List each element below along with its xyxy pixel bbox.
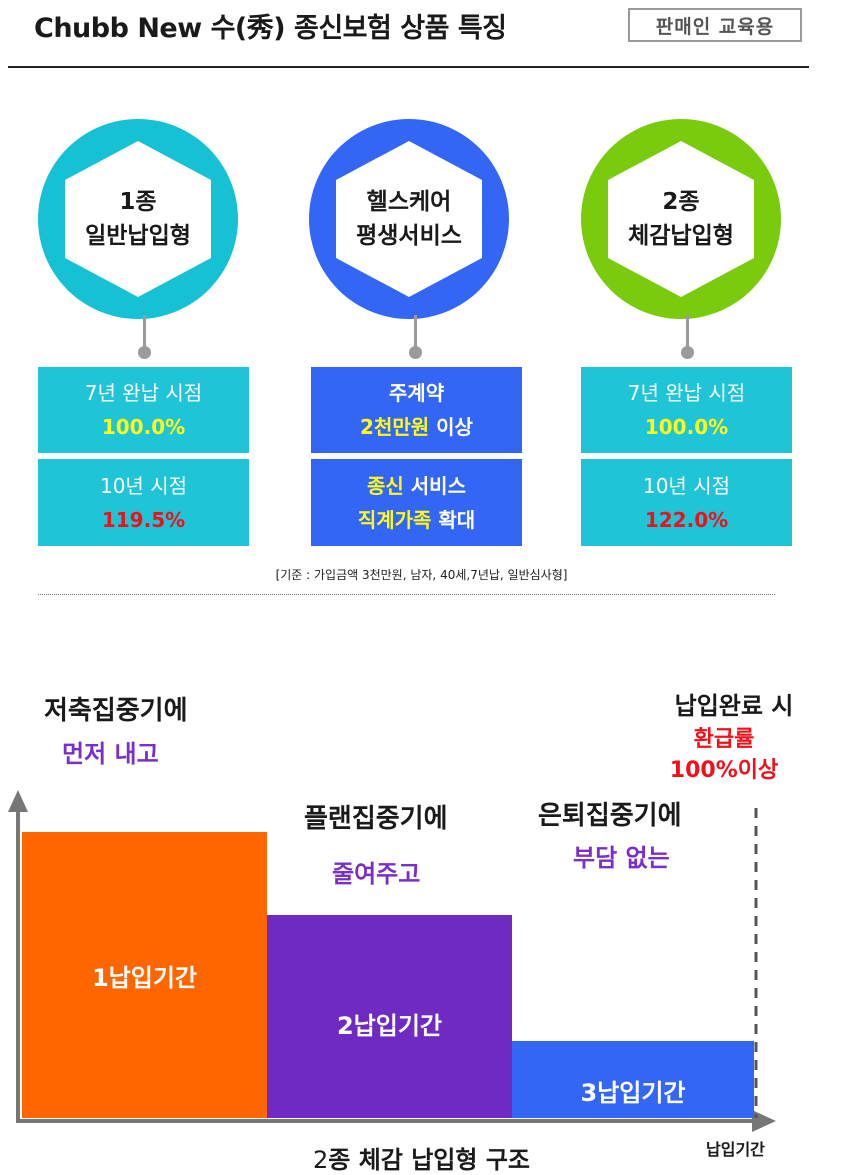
refund-rate-label: 환급률 (693, 727, 755, 752)
phase1-title: 저축집중기에 (44, 696, 188, 726)
connector-dot (681, 346, 694, 359)
box-line1-rest: 서비스 (403, 473, 466, 498)
y-axis-arrow (8, 790, 28, 812)
box-value: 2천만원 이상 (360, 410, 473, 444)
box-line2: 직계가족 확대 (358, 503, 475, 537)
caption-prefix: 2 (313, 1146, 329, 1174)
highlight-family: 직계가족 (357, 507, 432, 532)
highlight-term: 종신 (367, 473, 404, 498)
box-line2-rest: 확대 (431, 507, 476, 532)
bar-period-2: 2납입기간 (267, 915, 512, 1118)
bar-period-3: 3납입기간 (512, 1041, 754, 1118)
hex-line2: 평생서비스 (356, 223, 462, 249)
box-label: 주계약 (388, 381, 445, 405)
phase3-subtitle: 부담 없는 (573, 844, 670, 872)
hex-line1: 2종 (662, 189, 700, 215)
box-value: 100.0% (101, 415, 186, 439)
page-title: Chubb New 수(秀) 종신보험 상품 특징 (34, 13, 507, 44)
info-box-bottom: 10년 시점 122.0% (581, 459, 792, 546)
connector-stem (686, 315, 689, 352)
x-axis-label: 납입기간 (706, 1140, 765, 1159)
bar-period-1: 1납입기간 (22, 832, 267, 1118)
connector-stem (143, 315, 146, 352)
box-value-rest: 이상 (429, 415, 473, 439)
basis-note: [기준 : 가입금액 3천만원, 남자, 40세,7년납, 일반심사형] (275, 568, 568, 582)
info-box-bottom: 10년 시점 119.5% (38, 459, 249, 546)
connector-dot (409, 346, 422, 359)
bar-label: 3납입기간 (580, 1079, 686, 1107)
hex-line1: 1종 (119, 189, 157, 215)
info-box-top: 7년 완납 시점 100.0% (38, 367, 249, 453)
info-box-bottom: 종신 서비스 직계가족 확대 (311, 459, 522, 546)
box-label: 7년 완납 시점 (84, 381, 203, 405)
phase1-subtitle: 먼저 내고 (62, 740, 159, 768)
info-box-top: 주계약 2천만원 이상 (311, 367, 522, 453)
connector-stem (414, 315, 417, 352)
phase2-subtitle: 줄여주고 (332, 860, 421, 888)
box-label: 10년 시점 (642, 473, 730, 498)
box-label: 10년 시점 (99, 473, 187, 498)
section-divider (38, 594, 775, 595)
bar-label: 2납입기간 (336, 1012, 443, 1040)
hex-line1: 헬스케어 (366, 189, 452, 215)
box-line1: 종신 서비스 (367, 469, 466, 503)
refund-rate-value: 100%이상 (669, 758, 779, 783)
phase3-title: 은퇴집중기에 (538, 801, 682, 831)
box-value: 100.0% (644, 415, 729, 439)
box-label: 7년 완납 시점 (627, 381, 746, 405)
hex-line2: 체감납입형 (628, 223, 734, 249)
hex-line2: 일반납입형 (85, 223, 191, 249)
highlight-amount: 2천만원 (360, 415, 430, 439)
x-axis-arrow (752, 1110, 776, 1132)
audience-badge: 판매인 교육용 (628, 8, 802, 42)
header-divider (8, 66, 809, 68)
caption-text: 종 체감 납입형 구조 (328, 1146, 530, 1174)
bar-label: 1납입기간 (91, 963, 198, 992)
phase2-title: 플랜집중기에 (304, 804, 448, 834)
box-value: 119.5% (101, 507, 186, 532)
info-box-top: 7년 완납 시점 100.0% (581, 367, 792, 453)
connector-dot (138, 346, 151, 359)
diagram-caption: 2종 체감 납입형 구조 (0, 1140, 843, 1175)
box-value: 122.0% (644, 507, 729, 532)
complete-title: 납입완료 시 (674, 692, 794, 720)
